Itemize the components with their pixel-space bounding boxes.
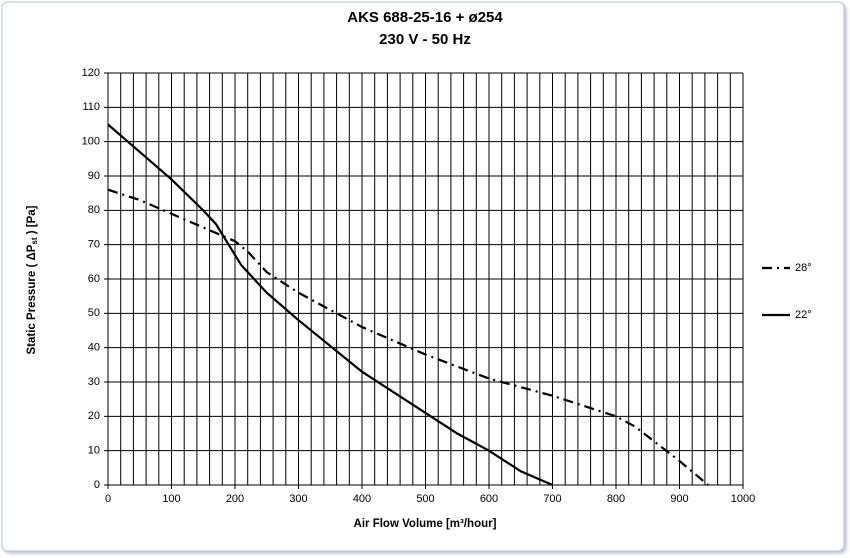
y-axis-label-part: Static Pressure ( ΔP xyxy=(26,244,38,354)
y-tick-label: 110 xyxy=(82,101,100,113)
x-axis-label: Air Flow Volume [m³/hour] xyxy=(354,518,497,530)
y-axis-label-part: ) [Pa] xyxy=(26,205,38,237)
x-tick-label: 700 xyxy=(543,493,561,505)
y-tick-label: 50 xyxy=(88,307,100,319)
x-tick-label: 0 xyxy=(105,493,111,505)
y-tick-label: 40 xyxy=(88,342,100,354)
y-tick-label: 20 xyxy=(88,410,100,422)
y-axis-label: Static Pressure ( ΔPst ) [Pa] xyxy=(26,205,39,354)
y-tick-label: 80 xyxy=(88,204,100,216)
chart-subtitle: 230 V - 50 Hz xyxy=(379,31,471,48)
y-tick-label: 120 xyxy=(82,67,100,79)
legend-label: 28° xyxy=(795,262,812,274)
y-tick-label: 0 xyxy=(94,479,100,491)
x-tick-label: 600 xyxy=(480,493,498,505)
x-tick-label: 500 xyxy=(416,493,434,505)
x-tick-label: 900 xyxy=(670,493,688,505)
y-tick-label: 100 xyxy=(82,136,100,148)
x-tick-label: 1000 xyxy=(731,493,755,505)
x-tick-label: 800 xyxy=(607,493,625,505)
x-tick-label: 200 xyxy=(226,493,244,505)
x-tick-label: 300 xyxy=(289,493,307,505)
series-line xyxy=(107,188,709,486)
y-tick-label: 90 xyxy=(88,170,100,182)
y-tick-label: 30 xyxy=(88,376,100,388)
chart-title: AKS 688-25-16 + ø254 xyxy=(347,9,503,26)
y-axis-label-subscript: st xyxy=(30,237,39,244)
y-tick-label: 70 xyxy=(88,239,100,251)
series-line xyxy=(107,123,553,487)
x-tick-label: 100 xyxy=(162,493,180,505)
y-tick-label: 60 xyxy=(88,273,100,285)
legend-label: 22° xyxy=(795,309,812,321)
y-tick-label: 10 xyxy=(88,445,100,457)
x-tick-label: 400 xyxy=(353,493,371,505)
